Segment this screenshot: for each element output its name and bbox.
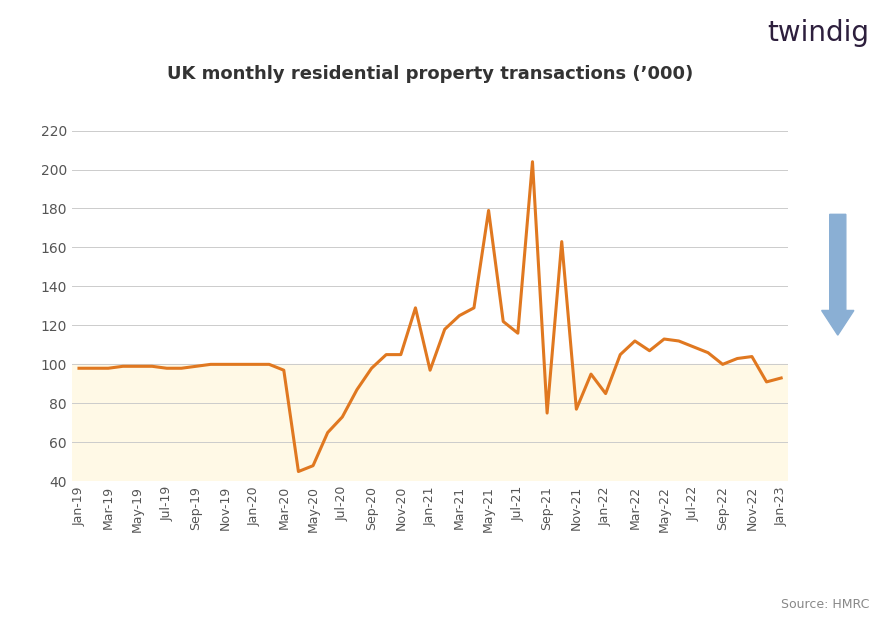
Bar [72, 365, 788, 481]
Text: Source: HMRC: Source: HMRC [780, 598, 869, 611]
Text: UK monthly residential property transactions (’000): UK monthly residential property transact… [167, 65, 694, 83]
Text: twindig: twindig [767, 19, 869, 46]
